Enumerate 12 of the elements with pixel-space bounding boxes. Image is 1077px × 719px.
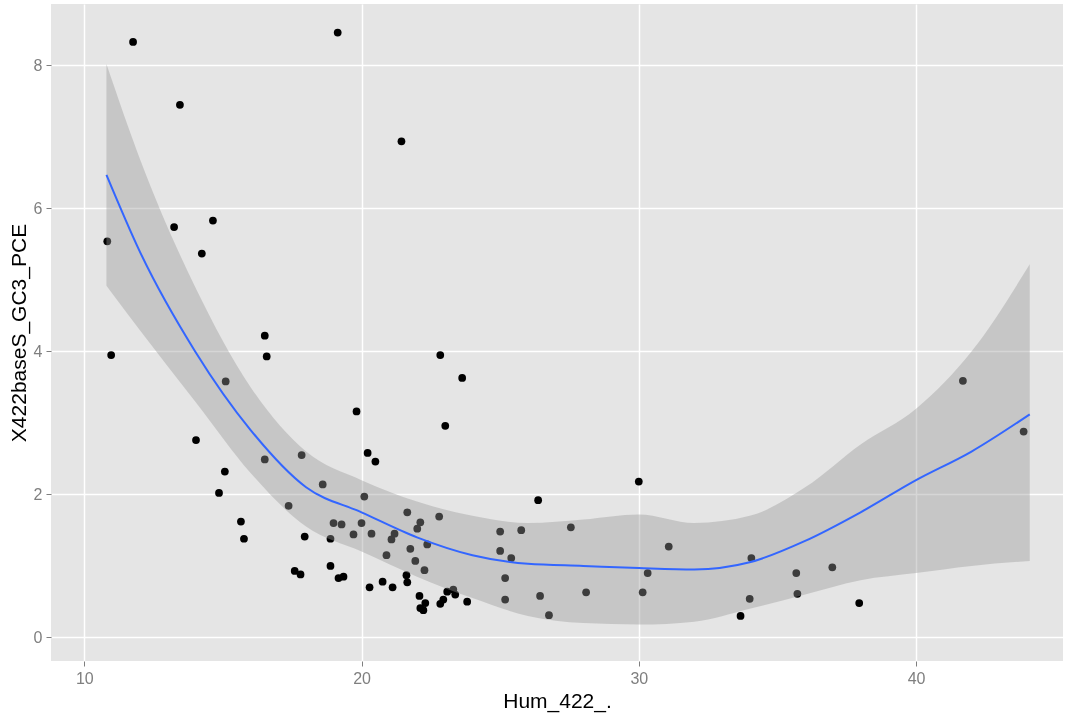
- x-axis-title: Hum_422_.: [503, 688, 612, 713]
- y-tick-label: 2: [33, 485, 43, 503]
- x-tick-label: 10: [75, 669, 94, 687]
- line-series: [105, 173, 1031, 571]
- y-tick-label: 4: [33, 342, 43, 360]
- x-tick-label: 40: [907, 669, 926, 687]
- x-tick-label: 20: [353, 669, 372, 687]
- y-tick-label: 6: [33, 199, 43, 217]
- y-axis-title: X422baseS_GC3_PCE: [6, 223, 31, 443]
- y-tick-label: 0: [33, 628, 43, 646]
- x-tick-label: 30: [630, 669, 649, 687]
- y-tick-label: 8: [33, 56, 43, 74]
